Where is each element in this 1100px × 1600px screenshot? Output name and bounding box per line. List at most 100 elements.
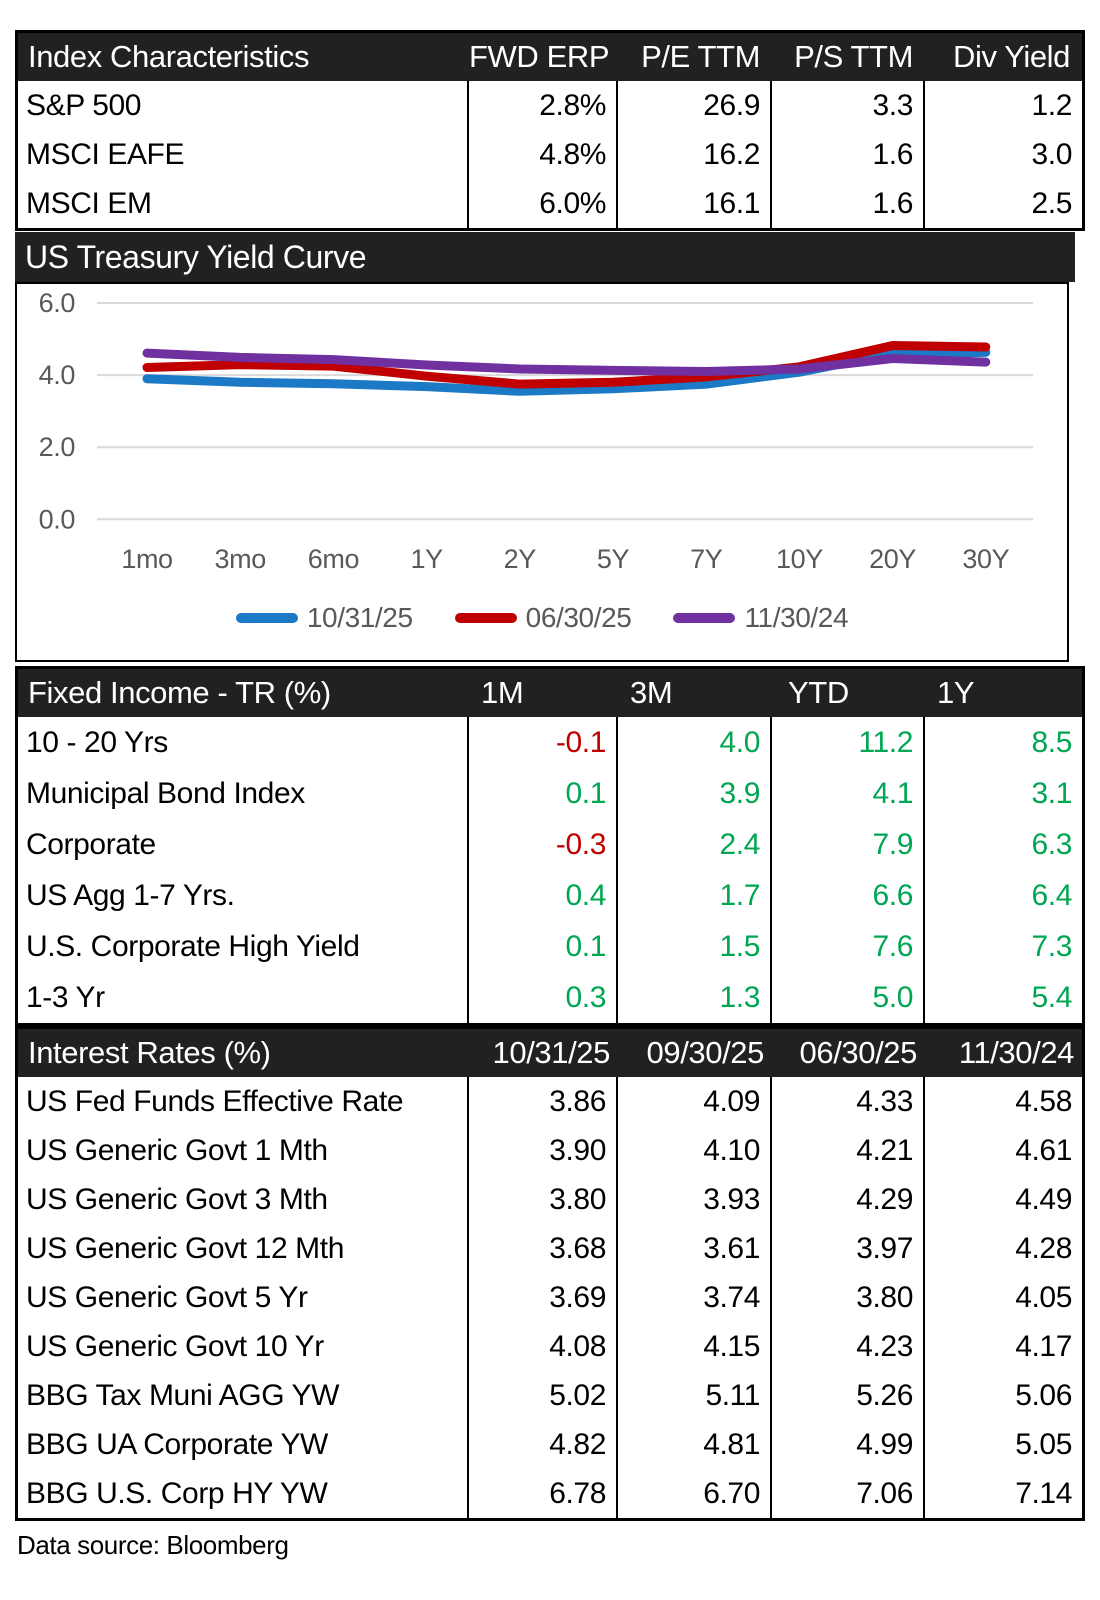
row-label: US Generic Govt 5 Yr — [18, 1273, 469, 1322]
cell-value: 4.8% — [469, 130, 618, 179]
cell-value: 4.17 — [1015, 1329, 1072, 1363]
interest-rates-header: Interest Rates (%) 10/31/25 09/30/25 06/… — [18, 1029, 1082, 1077]
cell-value: 16.2 — [618, 130, 772, 179]
row-label: Corporate — [18, 819, 469, 870]
legend-swatch-purple — [673, 613, 736, 623]
cell-value: 3.97 — [772, 1224, 925, 1273]
cell-value: 5.11 — [618, 1371, 772, 1420]
cell-value: 6.70 — [618, 1469, 772, 1518]
y-axis-tick-label: 6.0 — [39, 288, 75, 318]
table-row: US Generic Govt 1 Mth 3.90 4.10 4.21 4.61 — [18, 1126, 1082, 1175]
cell-value: 5.06 — [1015, 1378, 1072, 1412]
table-row: S&P 500 2.8% 26.9 3.3 1.2 — [18, 81, 1082, 130]
table-title: Index Characteristics — [28, 39, 310, 74]
x-axis-tick-label: 6mo — [308, 544, 359, 574]
legend-swatch-red — [454, 613, 517, 623]
row-label: MSCI EM — [18, 179, 469, 228]
chart-title-bar: US Treasury Yield Curve — [15, 232, 1075, 282]
table-row: US Generic Govt 5 Yr 3.69 3.74 3.80 4.05 — [18, 1273, 1082, 1322]
x-axis-tick-label: 1Y — [410, 544, 443, 574]
table-row: MSCI EM 6.0% 16.1 1.6 2.5 — [18, 179, 1082, 228]
legend-label: 10/31/25 — [306, 602, 413, 633]
cell-value: 4.0 — [618, 717, 772, 768]
cell-value: 5.05 — [1015, 1427, 1072, 1461]
cell-value: 5.0 — [772, 972, 925, 1023]
cell-value: 7.9 — [772, 819, 925, 870]
cell-value: 4.29 — [772, 1175, 925, 1224]
table-row: BBG U.S. Corp HY YW 6.78 6.70 7.06 7.14 — [18, 1469, 1082, 1518]
fixed-income-header: Fixed Income - TR (%) 1M 3M YTD 1Y — [18, 669, 1082, 717]
yield-curve-plot: 0.0 2.0 4.0 6.0 1mo 3mo 6mo 1Y 2Y 5Y 7Y 10Y 20Y 30Y — [39, 288, 1033, 574]
fixed-income-table: Fixed Income - TR (%) 1M 3M YTD 1Y 10 - … — [15, 666, 1085, 1026]
legend-swatch-blue — [235, 613, 298, 623]
cell-value: 4.33 — [772, 1077, 925, 1126]
column-header-fwd-erp: FWD ERP — [469, 39, 610, 74]
cell-value: 3.90 — [469, 1126, 618, 1175]
table-row: US Generic Govt 12 Mth 3.68 3.61 3.97 4.28 — [18, 1224, 1082, 1273]
column-header-ps-ttm: P/S TTM — [794, 39, 913, 74]
cell-value: 4.28 — [1015, 1231, 1072, 1265]
table-row: BBG UA Corporate YW 4.82 4.81 4.99 5.05 — [18, 1420, 1082, 1469]
cell-value: 7.14 — [1015, 1476, 1072, 1510]
row-label: S&P 500 — [18, 81, 469, 130]
x-axis-tick-label: 5Y — [597, 544, 630, 574]
cell-value: 3.86 — [469, 1077, 618, 1126]
row-label: MSCI EAFE — [18, 130, 469, 179]
legend-item: 11/30/24 — [673, 602, 849, 634]
row-label: US Fed Funds Effective Rate — [18, 1077, 469, 1126]
x-axis-tick-label: 2Y — [504, 544, 537, 574]
table-row: 1-3 Yr 0.3 1.3 5.0 5.4 — [18, 972, 1082, 1023]
yield-curve-chart: 0.0 2.0 4.0 6.0 1mo 3mo 6mo 1Y 2Y 5Y 7Y 10Y 20Y 30Y 1… — [15, 282, 1069, 662]
table-row: MSCI EAFE 4.8% 16.2 1.6 3.0 — [18, 130, 1082, 179]
cell-value: 6.0% — [469, 179, 618, 228]
cell-value: 4.61 — [1015, 1133, 1072, 1167]
index-characteristics-header: Index Characteristics FWD ERP P/E TTM P/… — [18, 33, 1082, 81]
y-axis-tick-label: 2.0 — [39, 432, 75, 462]
data-source-note: Data source: Bloomberg — [17, 1530, 289, 1560]
cell-value: 4.82 — [469, 1420, 618, 1469]
cell-value: 6.4 — [1031, 878, 1072, 912]
cell-value: 11.2 — [772, 717, 925, 768]
cell-value: 6.3 — [1031, 827, 1072, 861]
column-header-date-1: 10/31/25 — [492, 1035, 611, 1070]
legend-label: 11/30/24 — [744, 602, 849, 633]
cell-value: 5.26 — [772, 1371, 925, 1420]
x-axis-tick-label: 20Y — [869, 544, 916, 574]
fixed-income-body: 10 - 20 Yrs -0.1 4.0 11.2 8.5 Municipal Bond … — [18, 717, 1082, 1023]
row-label: US Agg 1-7 Yrs. — [18, 870, 469, 921]
cell-value: 7.06 — [772, 1469, 925, 1518]
cell-value: 3.9 — [618, 768, 772, 819]
cell-value: 5.4 — [1031, 980, 1072, 1014]
cell-value: 1.6 — [772, 130, 925, 179]
cell-value: 3.61 — [618, 1224, 772, 1273]
x-axis-tick-label: 3mo — [215, 544, 266, 574]
column-header-div-yield: Div Yield — [952, 39, 1070, 74]
cell-value: 4.10 — [618, 1126, 772, 1175]
cell-value: 3.74 — [618, 1273, 772, 1322]
cell-value: 4.05 — [1015, 1280, 1072, 1314]
row-label: US Generic Govt 1 Mth — [18, 1126, 469, 1175]
column-header-1y: 1Y — [937, 675, 975, 710]
cell-value: 4.49 — [1015, 1182, 1072, 1216]
cell-value: 3.3 — [772, 81, 925, 130]
cell-value: 1.2 — [1031, 88, 1072, 122]
row-label: US Generic Govt 12 Mth — [18, 1224, 469, 1273]
table-row: U.S. Corporate High Yield 0.1 1.5 7.6 7.3 — [18, 921, 1082, 972]
cell-value: 1.6 — [772, 179, 925, 228]
table-title: Fixed Income - TR (%) — [28, 675, 331, 710]
table-row: BBG Tax Muni AGG YW 5.02 5.11 5.26 5.06 — [18, 1371, 1082, 1420]
chart-title: US Treasury Yield Curve — [25, 238, 367, 275]
y-axis-tick-label: 0.0 — [39, 504, 75, 534]
row-label: 10 - 20 Yrs — [18, 717, 469, 768]
row-label: U.S. Corporate High Yield — [18, 921, 469, 972]
cell-value: 1.5 — [618, 921, 772, 972]
cell-value: 26.9 — [618, 81, 772, 130]
index-characteristics-body: S&P 500 2.8% 26.9 3.3 1.2 MSCI EAFE 4.8% 16.2 1.… — [18, 81, 1082, 228]
table-row: US Agg 1-7 Yrs. 0.4 1.7 6.6 6.4 — [18, 870, 1082, 921]
cell-value: 6.78 — [469, 1469, 618, 1518]
cell-value: -0.1 — [469, 717, 618, 768]
row-label: BBG UA Corporate YW — [18, 1420, 469, 1469]
cell-value: 16.1 — [618, 179, 772, 228]
column-header-pe-ttm: P/E TTM — [641, 39, 760, 74]
column-header-ytd: YTD — [788, 675, 849, 710]
